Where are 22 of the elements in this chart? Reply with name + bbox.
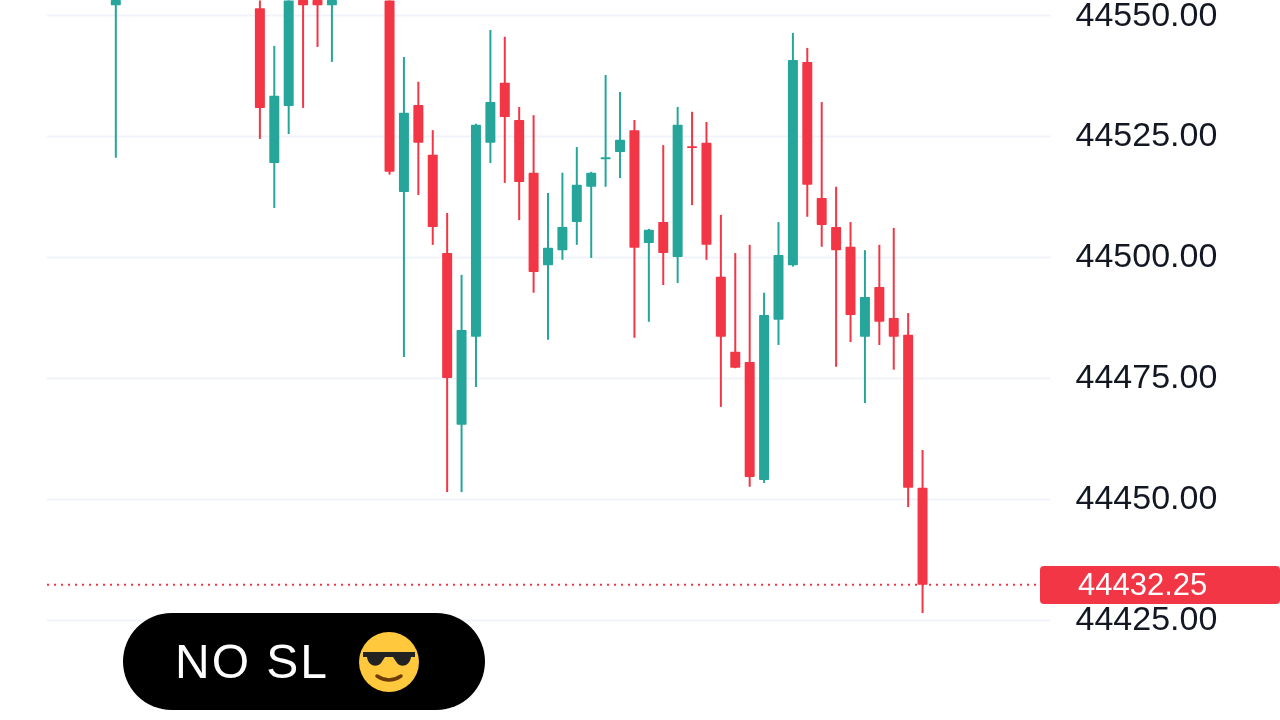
y-tick-label: 44550.00	[1075, 0, 1218, 33]
candlestick	[600, 74, 611, 188]
candlestick	[586, 170, 597, 259]
y-tick-label: 44450.00	[1075, 478, 1218, 517]
candlestick	[615, 90, 626, 180]
candlestick	[298, 0, 309, 109]
candlestick	[110, 0, 121, 159]
candlestick	[687, 110, 698, 207]
caption-pill: NO SL	[123, 613, 486, 710]
candlestick	[557, 171, 568, 261]
annotation: NO SL	[175, 634, 330, 689]
candlestick	[643, 227, 654, 323]
price-tag: 44432.25	[1040, 565, 1280, 604]
candlestick	[888, 226, 899, 371]
candlestick	[831, 185, 842, 368]
y-tick-label: 44525.00	[1075, 115, 1218, 154]
candlestick	[543, 192, 553, 341]
y-tick-label: 44475.00	[1075, 357, 1218, 396]
candlestick	[326, 0, 337, 63]
candlestick	[730, 252, 741, 370]
y-tick-label: 44500.00	[1075, 236, 1218, 275]
candlestick	[312, 0, 323, 48]
